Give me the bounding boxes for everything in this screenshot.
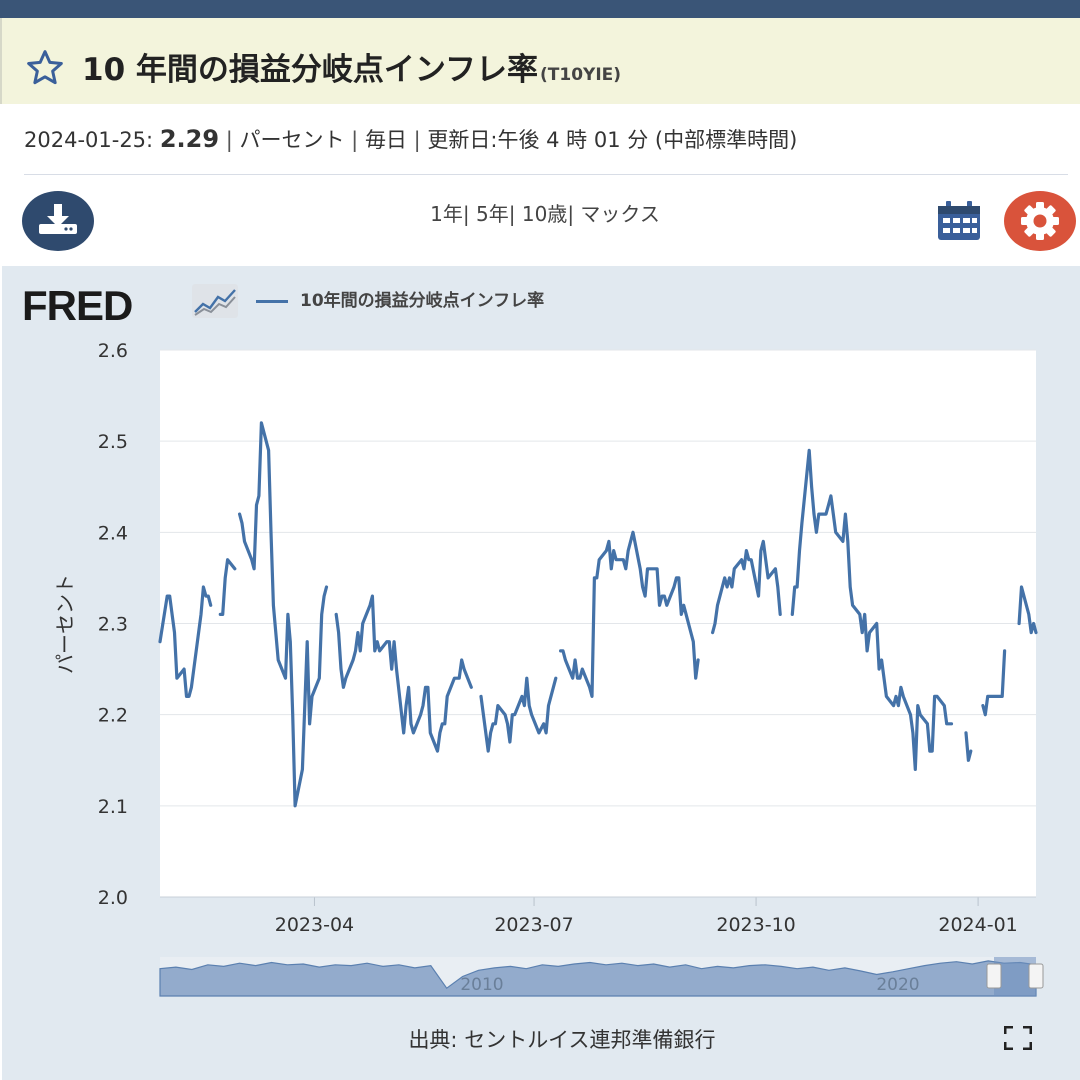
y-tick-label: 2.1 [98,796,128,818]
y-tick-label: 2.3 [98,614,128,636]
fred-logo: FRED [22,282,133,329]
settings-button[interactable] [1004,191,1076,251]
chart-legend: 10年間の損益分岐点インフレ率 [256,286,544,311]
series-line [158,421,1038,808]
series-code: (T10YIE) [540,65,622,85]
series-title: 10 年間の損益分岐点インフレ率 [82,52,539,88]
page-title: 10 年間の損益分岐点インフレ率 (T10YIE) [82,44,621,89]
range-1y[interactable]: 1年 [430,202,463,226]
x-tick-label: 2023-07 [494,914,573,936]
legend-label: 10年間の損益分岐点インフレ率 [300,291,545,311]
top-bar [0,0,1080,18]
range-selector: 1年| 5年| 10歳| マックス [430,202,660,226]
y-axis-title: パーセント [53,574,77,674]
legend-swatch [256,299,288,303]
series-header: 10 年間の損益分岐点インフレ率 (T10YIE) [0,18,1080,104]
y-tick-label: 2.0 [98,887,128,909]
updated-time: 更新日:午後 4 時 01 分 (中部標準時間) [427,128,798,152]
calendar-icon[interactable] [936,200,982,242]
range-5y[interactable]: 5年 [476,202,509,226]
range-10y[interactable]: 10歳 [521,202,568,226]
star-icon[interactable] [24,48,66,88]
navigator-handle[interactable] [986,963,1002,989]
latest-date: 2024-01-25: [24,128,154,152]
series-meta: 2024-01-25: 2.29 | パーセント | 毎日 | 更新日:午後 4… [24,125,798,153]
fullscreen-icon[interactable] [1004,1026,1032,1050]
source-credit: 出典: セントルイス連邦準備銀行 [408,1028,716,1052]
y-tick-label: 2.2 [98,705,128,727]
y-tick-label: 2.5 [98,431,128,453]
download-icon [39,204,77,234]
fred-chart-icon [192,284,238,318]
range-max[interactable]: マックス [580,202,660,226]
y-tick-label: 2.6 [98,340,128,362]
x-tick-label: 2024-01 [938,914,1017,936]
download-button[interactable] [22,191,94,251]
frequency: 毎日 [364,128,407,152]
latest-value: 2.29 [159,125,220,153]
units: パーセント [239,128,345,152]
gear-icon [1021,202,1059,240]
x-tick-label: 2023-10 [716,914,795,936]
x-tick-label: 2023-04 [275,914,354,936]
navigator-tick-label: 2010 [460,975,503,995]
navigator-area [159,960,1037,997]
navigator-tick-label: 2020 [876,975,919,995]
y-tick-label: 2.4 [98,522,128,544]
divider [24,174,1068,175]
navigator-handle[interactable] [1028,963,1044,989]
